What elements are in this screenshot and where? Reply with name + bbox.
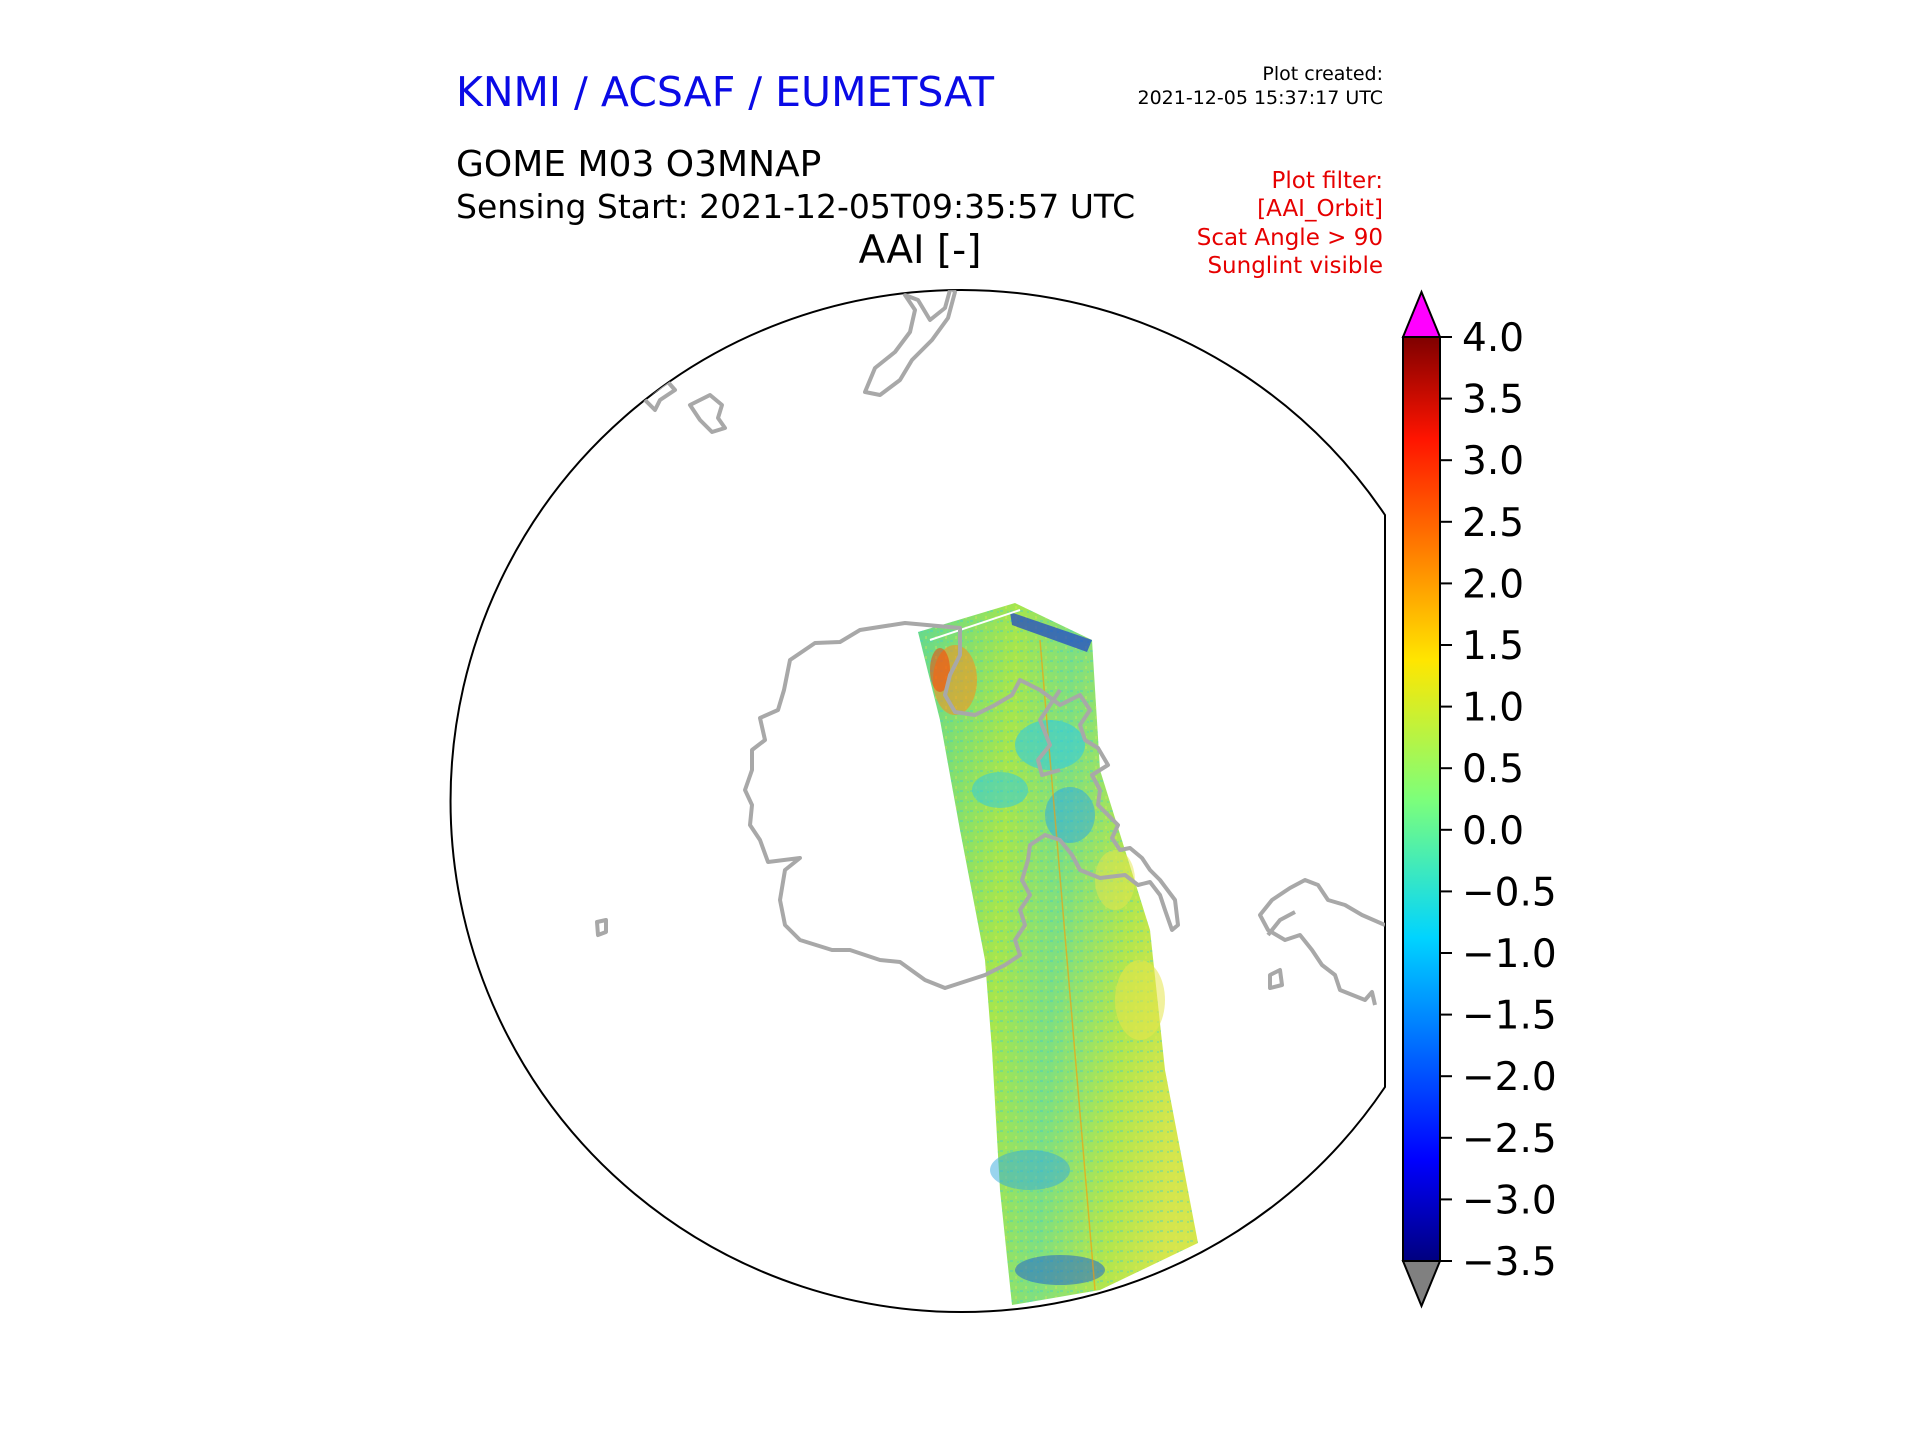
plot-created-time: 2021-12-05 15:37:17 UTC bbox=[1137, 87, 1384, 109]
colorbar-tick-label: 0.0 bbox=[1462, 809, 1524, 854]
colorbar-tick-label: 2.5 bbox=[1462, 501, 1524, 546]
colorbar-tick-label: −3.0 bbox=[1462, 1178, 1557, 1223]
filter-item: [AAI_Orbit] bbox=[1257, 196, 1383, 222]
colorbar-tick-label: −0.5 bbox=[1462, 870, 1557, 915]
colorbar-under-triangle bbox=[1401, 1260, 1442, 1309]
colorbar-tick-label: 2.0 bbox=[1462, 562, 1524, 607]
colorbar-tick-label: −2.5 bbox=[1462, 1117, 1557, 1162]
colorbar-tick-label: −1.0 bbox=[1462, 932, 1557, 977]
colorbar-tick-label: 1.0 bbox=[1462, 686, 1524, 731]
organization-header: KNMI / ACSAF / EUMETSAT bbox=[456, 68, 995, 116]
colorbar-tick-label: −1.5 bbox=[1462, 994, 1557, 1039]
colorbar-tick-label: 3.0 bbox=[1462, 439, 1524, 484]
sensing-start: Sensing Start: 2021-12-05T09:35:57 UTC bbox=[456, 187, 1136, 226]
colorbar-gradient bbox=[1402, 336, 1441, 1262]
colorbar-tick-label: 0.5 bbox=[1462, 747, 1524, 792]
globe-boundary bbox=[449, 289, 1386, 1313]
coastlines bbox=[595, 290, 1385, 1006]
colorbar-tick-label: 4.0 bbox=[1462, 316, 1524, 361]
plot-created-label: Plot created: bbox=[1262, 63, 1383, 85]
colorbar-over-triangle bbox=[1401, 289, 1442, 338]
colorbar-tick-label: 1.5 bbox=[1462, 624, 1524, 669]
map-title: AAI [-] bbox=[858, 228, 982, 273]
colorbar-tick-label: −3.5 bbox=[1462, 1240, 1557, 1285]
colorbar-tick-label: −2.0 bbox=[1462, 1055, 1557, 1100]
satellite-swath bbox=[918, 603, 1198, 1305]
filter-heading: Plot filter: bbox=[1271, 168, 1383, 194]
filter-item: Sunglint visible bbox=[1207, 253, 1383, 279]
colorbar-tick-label: 3.5 bbox=[1462, 378, 1524, 423]
filter-item: Scat Angle > 90 bbox=[1196, 225, 1383, 251]
colorbar: 4.0 3.5 3.0 2.5 2.0 1.5 1.0 0.5 0.0 −0.5 −1.0 −1.5 −… bbox=[1401, 289, 1557, 1309]
product-name: GOME M03 O3MNAP bbox=[456, 144, 822, 185]
